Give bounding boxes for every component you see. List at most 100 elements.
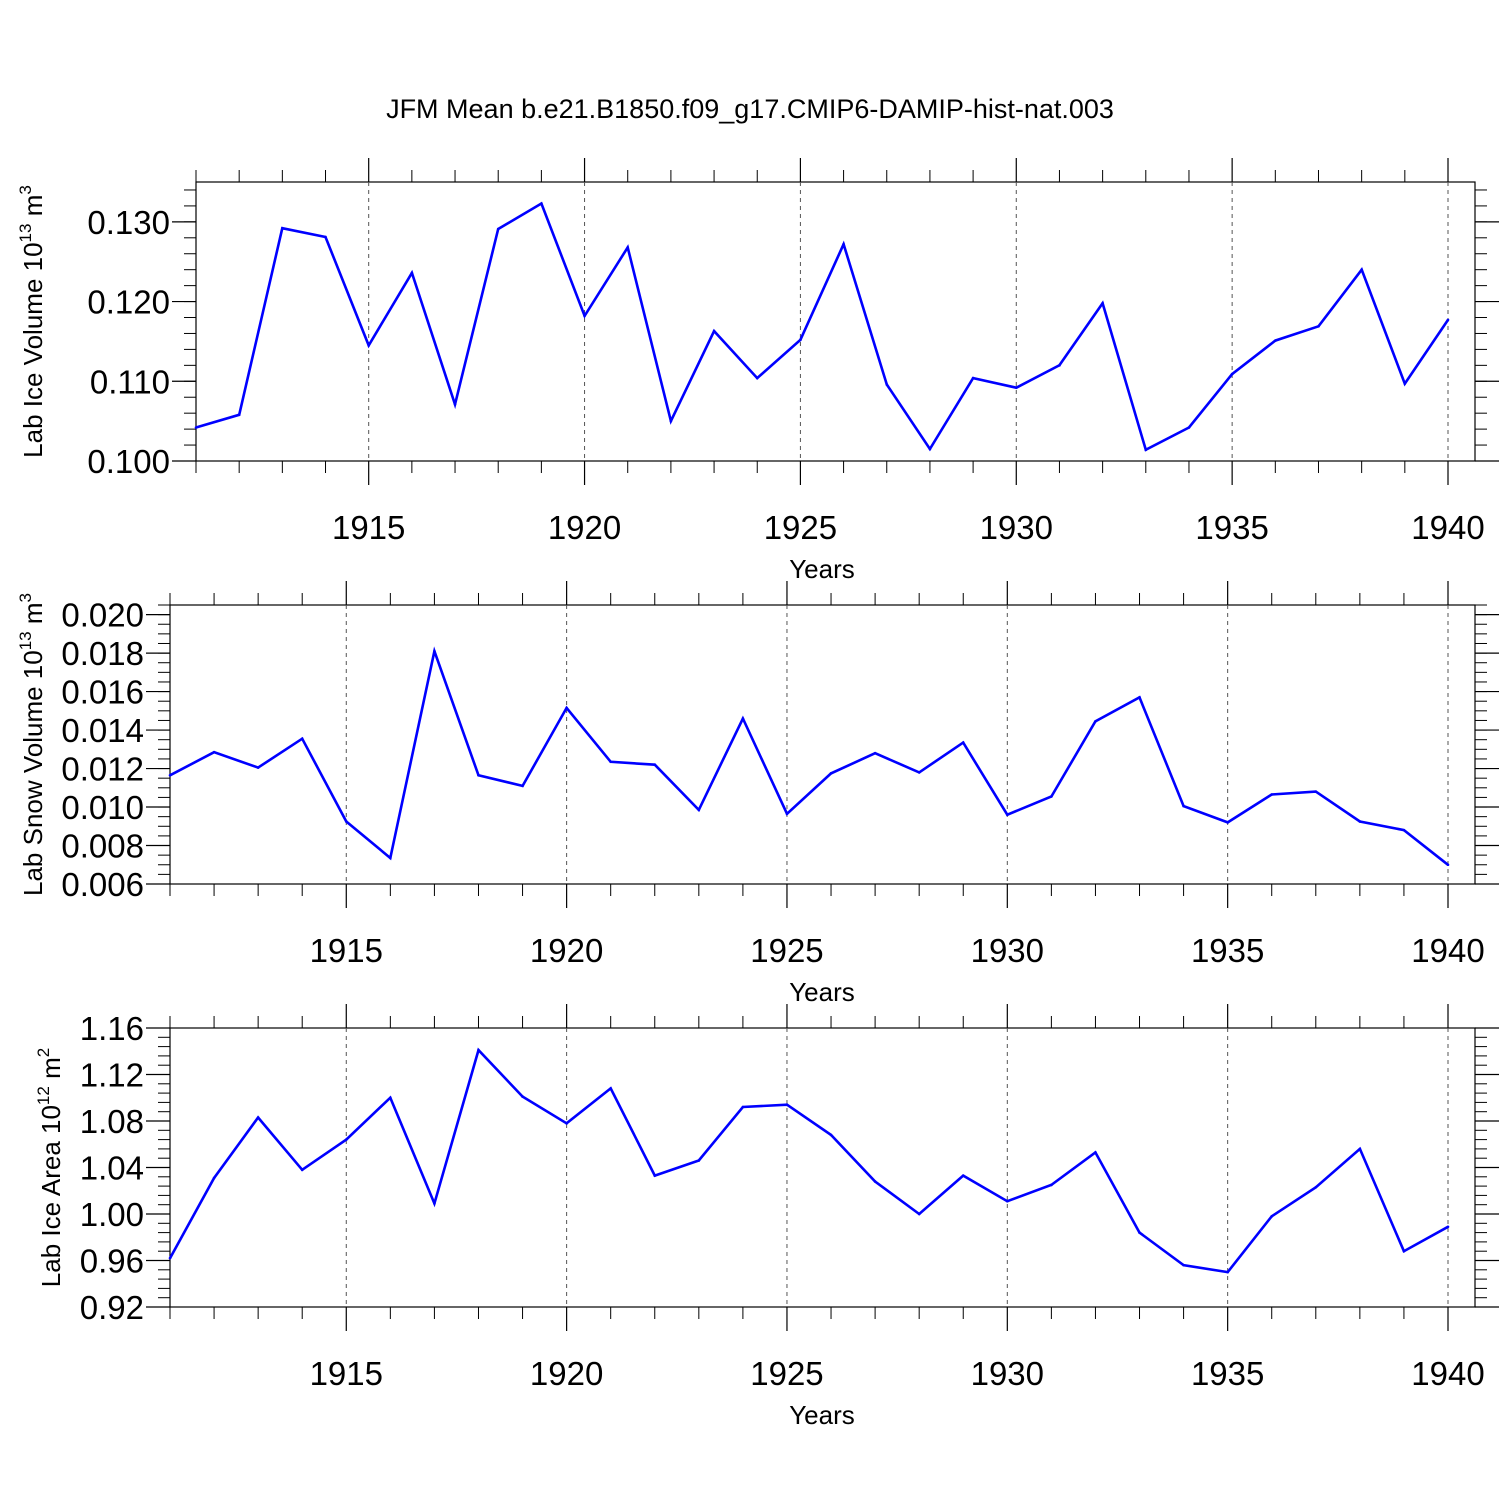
data-point (669, 419, 673, 423)
y-axis-label-part: m (18, 602, 48, 631)
data-point (521, 1095, 524, 1098)
y-tick-label: 0.014 (61, 712, 144, 749)
x-tick-label: 1925 (750, 1355, 823, 1392)
data-point (1314, 790, 1318, 793)
data-point (1317, 324, 1320, 328)
x-tick-label: 1935 (1195, 509, 1268, 546)
series-line (169, 646, 1449, 866)
x-tick-label: 1915 (310, 1355, 383, 1392)
x-tick-label: 1920 (548, 509, 621, 546)
data-point (1446, 863, 1450, 867)
data-point (1101, 301, 1104, 305)
data-point (1058, 364, 1061, 367)
y-tick-label: 0.016 (61, 674, 144, 711)
y-tick-label: 1.08 (80, 1103, 144, 1140)
y-axis-label-part: Lab Ice Volume 10 (18, 242, 48, 457)
y-tick-label: 0.110 (90, 363, 170, 400)
y-tick-label: 0.100 (87, 443, 170, 480)
y-tick-label: 0.120 (87, 284, 170, 321)
data-point (1050, 795, 1053, 798)
data-point (961, 741, 965, 744)
data-point (237, 413, 241, 417)
data-point (433, 649, 436, 653)
data-point (565, 1122, 568, 1125)
data-point (477, 773, 480, 777)
y-tick-label: 0.008 (61, 828, 144, 865)
data-point (653, 763, 657, 767)
data-point (389, 856, 392, 860)
x-tick-label: 1915 (332, 509, 405, 546)
data-point (540, 202, 543, 205)
data-point (1144, 448, 1148, 452)
y-axis-label: Lab Ice Volume 1013 m3 (16, 185, 48, 458)
data-point (583, 314, 586, 318)
data-point (1094, 1151, 1097, 1154)
data-point (1138, 1231, 1141, 1234)
x-tick-label: 1930 (971, 932, 1044, 969)
y-tick-label: 1.00 (80, 1196, 144, 1233)
x-tick-label: 1920 (530, 932, 603, 969)
data-point (697, 1159, 701, 1162)
y-tick-label: 0.012 (61, 751, 144, 788)
x-tick-label: 1940 (1411, 509, 1484, 546)
data-point (1182, 1263, 1185, 1267)
data-point (712, 329, 716, 333)
data-point (653, 1174, 657, 1177)
data-point (785, 812, 789, 816)
panel-1: 1915 1920 1925 1930 1935 1940 0.100 0.110 0.120 0… (16, 158, 1499, 584)
x-tick-label: 1915 (310, 932, 383, 969)
x-tick-label: 1925 (764, 509, 837, 546)
data-point (344, 820, 348, 823)
data-point (755, 376, 759, 380)
x-tick-label: 1930 (980, 509, 1053, 546)
x-tick-label: 1935 (1191, 1355, 1264, 1392)
data-point (917, 771, 921, 774)
data-point (565, 706, 568, 710)
data-point (168, 773, 172, 777)
data-point (1006, 1199, 1009, 1203)
plot-frame (169, 1027, 1476, 1308)
data-point (1358, 1147, 1362, 1151)
y-axis-label-part: m (36, 1057, 66, 1086)
y-axis-label-part: m (18, 195, 48, 224)
x-axis-label: Years (789, 1400, 855, 1430)
series-line (168, 1047, 1449, 1274)
data-point (626, 246, 630, 249)
data-point (829, 772, 833, 775)
data-point (212, 1176, 216, 1180)
y-tick-label: 1.16 (80, 1010, 144, 1047)
panels: 1915 1920 1925 1930 1935 1940 0.100 0.110 0.120 0… (16, 158, 1499, 1430)
y-axis-label: Lab Ice Area 1012 m2 (34, 1048, 66, 1287)
data-point (477, 1048, 480, 1052)
y-tick-label: 0.96 (80, 1243, 144, 1280)
data-point (971, 376, 975, 380)
data-point (885, 383, 889, 386)
data-point (410, 271, 414, 275)
data-point (928, 447, 932, 451)
y-axis-label-part: 3 (16, 593, 35, 602)
data-point (785, 1103, 789, 1107)
y-tick-label: 0.020 (61, 597, 144, 634)
x-tick-label: 1930 (971, 1355, 1044, 1392)
figure-title: JFM Mean b.e21.B1850.f09_g17.CMIP6-DAMIP… (386, 94, 1114, 124)
data-point (873, 1180, 877, 1183)
y-axis-label: Lab Snow Volume 1013 m3 (16, 593, 48, 896)
panel-2: 1915 1920 1925 1930 1935 19400.0060.0080.0100… (16, 581, 1499, 1007)
y-tick-label: 0.010 (61, 789, 144, 826)
data-point (256, 766, 260, 769)
data-point (1014, 386, 1018, 389)
x-axis-label: Years (789, 554, 855, 584)
data-point (1182, 804, 1185, 808)
y-axis-label-part: 3 (16, 185, 35, 194)
data-point (300, 1168, 304, 1172)
data-point (212, 750, 216, 754)
data-point (1006, 813, 1009, 817)
data-point (1226, 821, 1229, 824)
series-line (195, 201, 1450, 452)
data-point (609, 760, 612, 764)
data-point (433, 1202, 436, 1205)
data-point (281, 226, 284, 230)
data-point (697, 808, 701, 812)
data-point (1138, 696, 1141, 699)
